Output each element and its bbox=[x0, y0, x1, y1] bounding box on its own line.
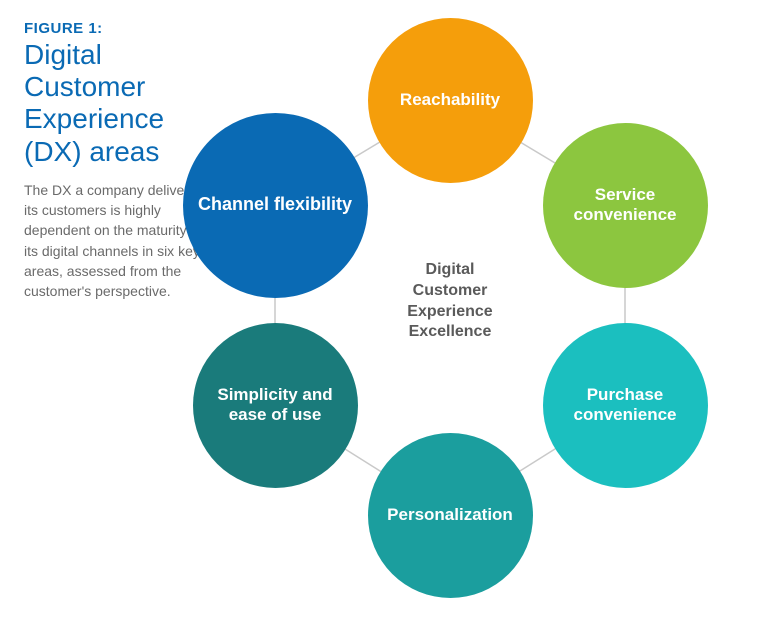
diagram-center-label: Digital Customer Experience Excellence bbox=[390, 260, 510, 343]
node-purchase-convenience: Purchase convenience bbox=[543, 323, 708, 488]
node-channel-flexibility: Channel flexibility bbox=[183, 113, 368, 298]
node-personalization: Personalization bbox=[368, 433, 533, 598]
node-reachability: Reachability bbox=[368, 18, 533, 183]
dx-areas-diagram: ReachabilityService convenience Purchase … bbox=[180, 10, 760, 630]
node-simplicity: Simplicity and ease of use bbox=[193, 323, 358, 488]
node-service-convenience: Service convenience bbox=[543, 123, 708, 288]
